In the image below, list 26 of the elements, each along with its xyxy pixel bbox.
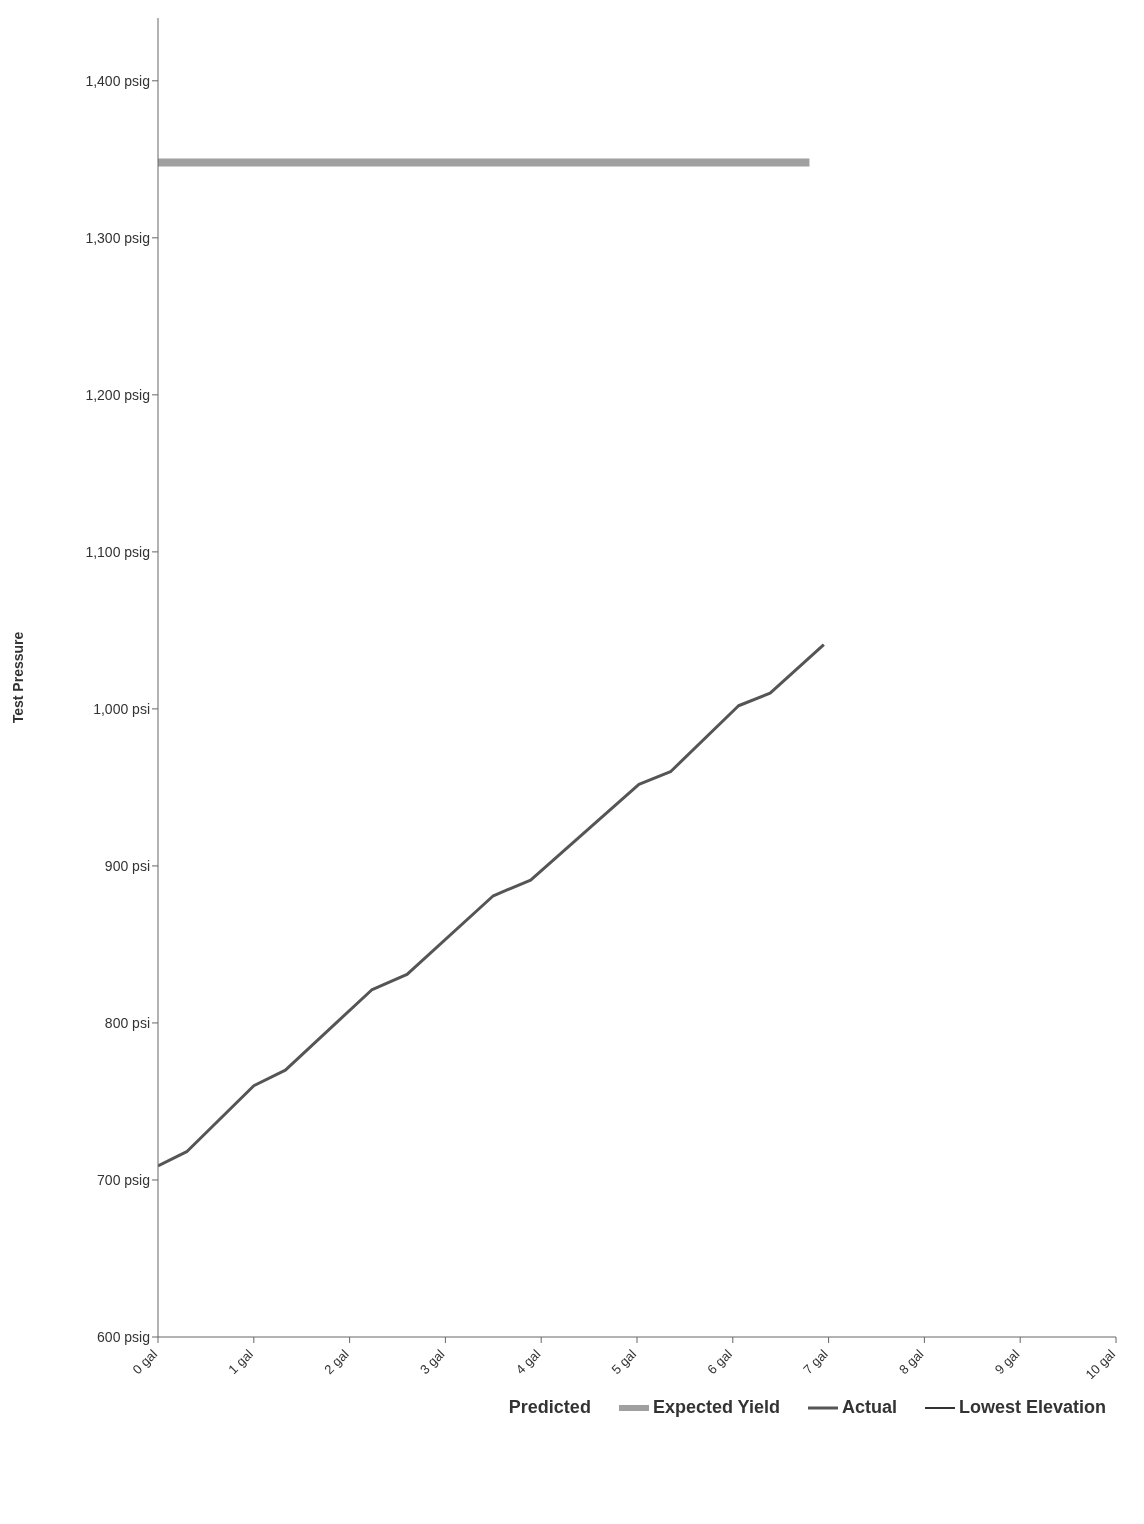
y-tick-label: 900 psi — [104, 857, 150, 874]
x-tick-label: 1 gal — [225, 1346, 256, 1378]
x-tick-label: 7 gal — [800, 1346, 831, 1378]
y-tick-label: 700 psig — [97, 1171, 150, 1188]
x-tick-label: 8 gal — [895, 1346, 927, 1378]
y-axis-title: Test Pressure — [9, 631, 26, 724]
x-tick-label: 10 gal — [1082, 1346, 1119, 1383]
x-tick-label: 2 gal — [321, 1346, 352, 1378]
legend-title: Predicted — [508, 1397, 591, 1418]
x-tick-label: 9 gal — [991, 1346, 1023, 1378]
legend-label: Lowest Elevation — [958, 1397, 1106, 1418]
x-tick-label: 0 gal — [129, 1346, 161, 1378]
y-tick-label: 1,200 psig — [85, 386, 150, 403]
x-tick-label: 3 gal — [416, 1346, 448, 1378]
line-series — [158, 643, 826, 1168]
x-tick-label: 6 gal — [704, 1346, 735, 1378]
y-tick-label: 800 psi — [104, 1014, 150, 1031]
legend-label: Expected Yield — [652, 1397, 780, 1418]
y-tick-label: 1,100 psig — [85, 543, 150, 560]
y-tick-label: 1,400 psig — [85, 72, 150, 89]
x-tick-label: 4 gal — [512, 1346, 544, 1378]
x-tick-label: 5 gal — [608, 1346, 640, 1378]
legend-label: Actual — [841, 1397, 897, 1418]
y-tick-label: 1,300 psig — [85, 229, 150, 246]
y-tick-label: 600 psig — [97, 1328, 150, 1345]
y-tick-label: 1,000 psi — [93, 700, 150, 717]
